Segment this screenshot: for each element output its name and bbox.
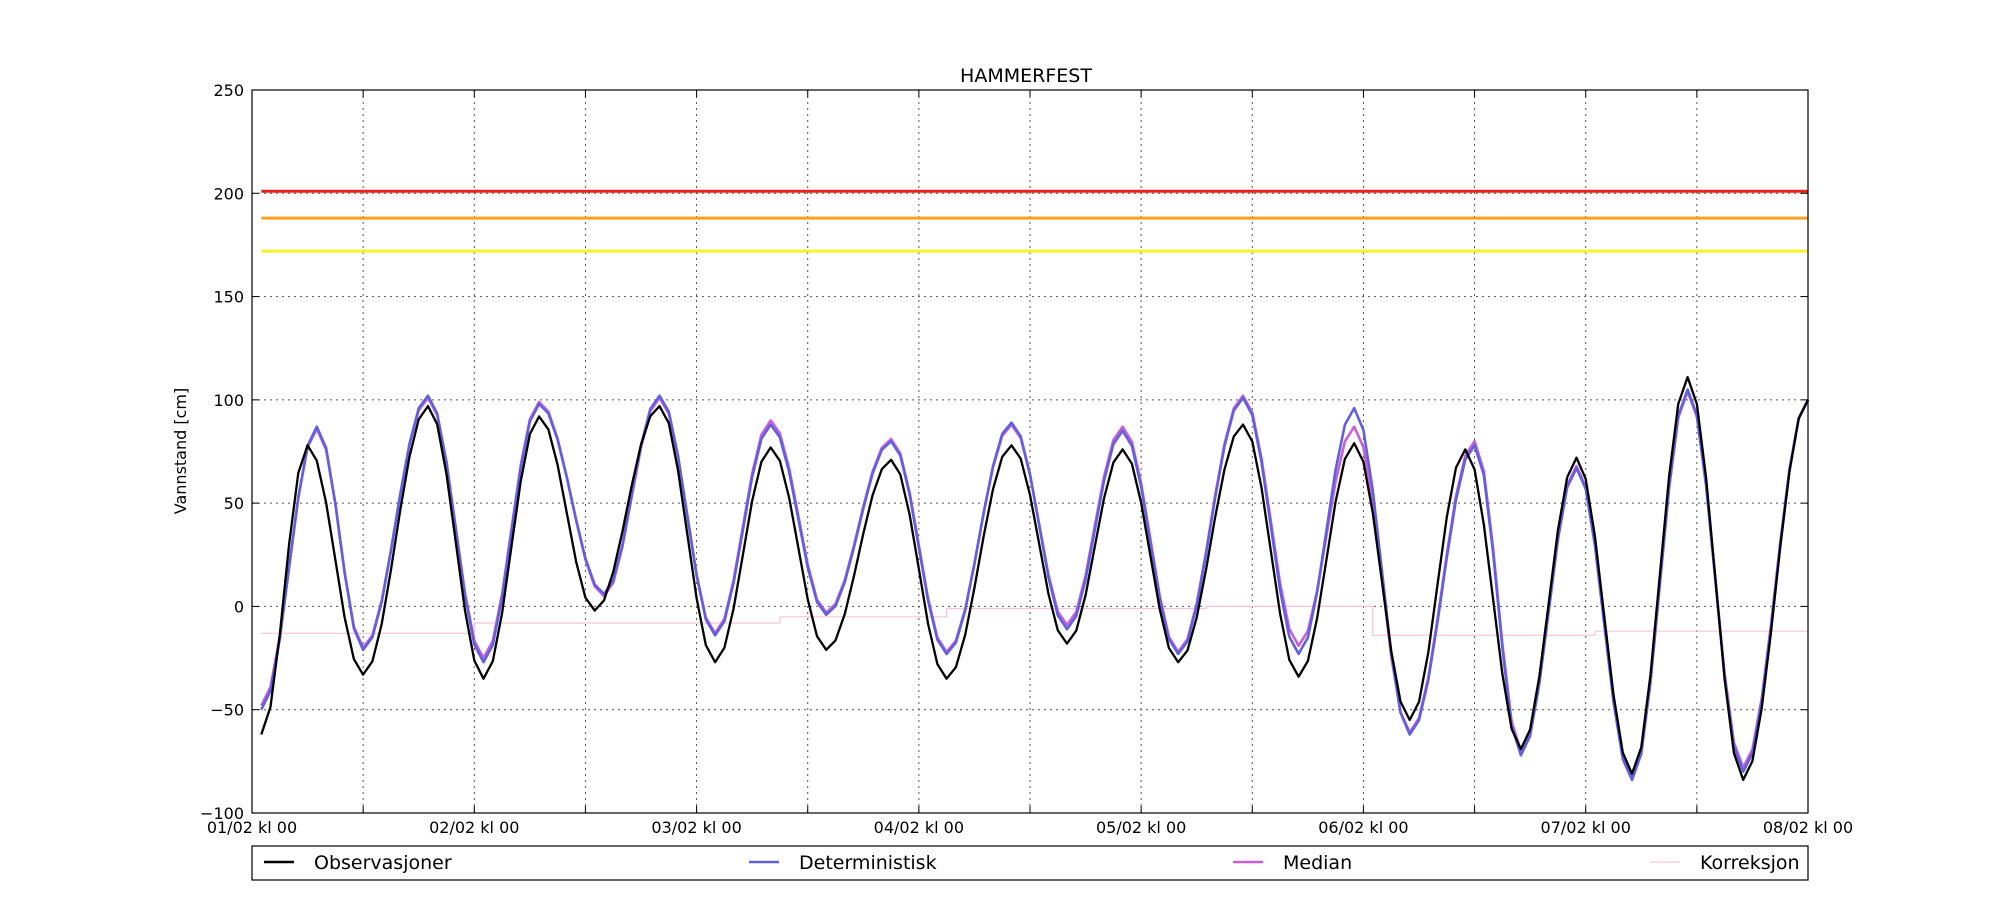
y-tick-label: 0 xyxy=(234,597,244,616)
x-tick-label: 04/02 kl 00 xyxy=(874,818,964,837)
legend-box xyxy=(251,845,1809,881)
series-line-deterministisk xyxy=(260,388,1810,782)
series-line-observasjoner xyxy=(260,375,1810,782)
x-tick-label: 03/02 kl 00 xyxy=(651,818,741,837)
legend-label: Deterministisk xyxy=(799,852,937,874)
series-lines xyxy=(260,375,1810,782)
y-tick-label: −50 xyxy=(210,701,244,720)
legend-label: Observasjoner xyxy=(314,852,452,874)
y-tick-label: 100 xyxy=(213,391,244,410)
series-line-median xyxy=(260,390,1810,780)
grid xyxy=(252,90,1808,813)
x-tick-label: 06/02 kl 00 xyxy=(1318,818,1408,837)
y-tick-label: 200 xyxy=(213,184,244,203)
series-line-korreksjon xyxy=(261,605,1808,636)
axis-ticks: −100 −50 0 50 100 150 200 250 01/02 kl 00 02/02 k… xyxy=(200,81,1853,837)
x-tick-label: 08/02 kl 00 xyxy=(1763,818,1853,837)
y-tick-label: 150 xyxy=(213,288,244,307)
x-tick-label: 02/02 kl 00 xyxy=(429,818,519,837)
legend-label: Median xyxy=(1283,852,1352,874)
x-tick-label: 05/02 kl 00 xyxy=(1096,818,1186,837)
threshold-lines xyxy=(261,189,1808,253)
y-axis-label: Vannstand [cm] xyxy=(171,388,190,514)
y-tick-label: 50 xyxy=(224,494,244,513)
x-tick-label: 07/02 kl 00 xyxy=(1541,818,1631,837)
legend: Observasjoner Deterministisk Median Korreks… xyxy=(251,845,1809,881)
x-tick-label: 01/02 kl 00 xyxy=(207,818,297,837)
chart-title: HAMMERFEST xyxy=(960,65,1092,87)
legend-label: Korreksjon xyxy=(1700,852,1800,874)
y-tick-label: −100 xyxy=(200,804,244,823)
y-tick-label: 250 xyxy=(213,81,244,100)
